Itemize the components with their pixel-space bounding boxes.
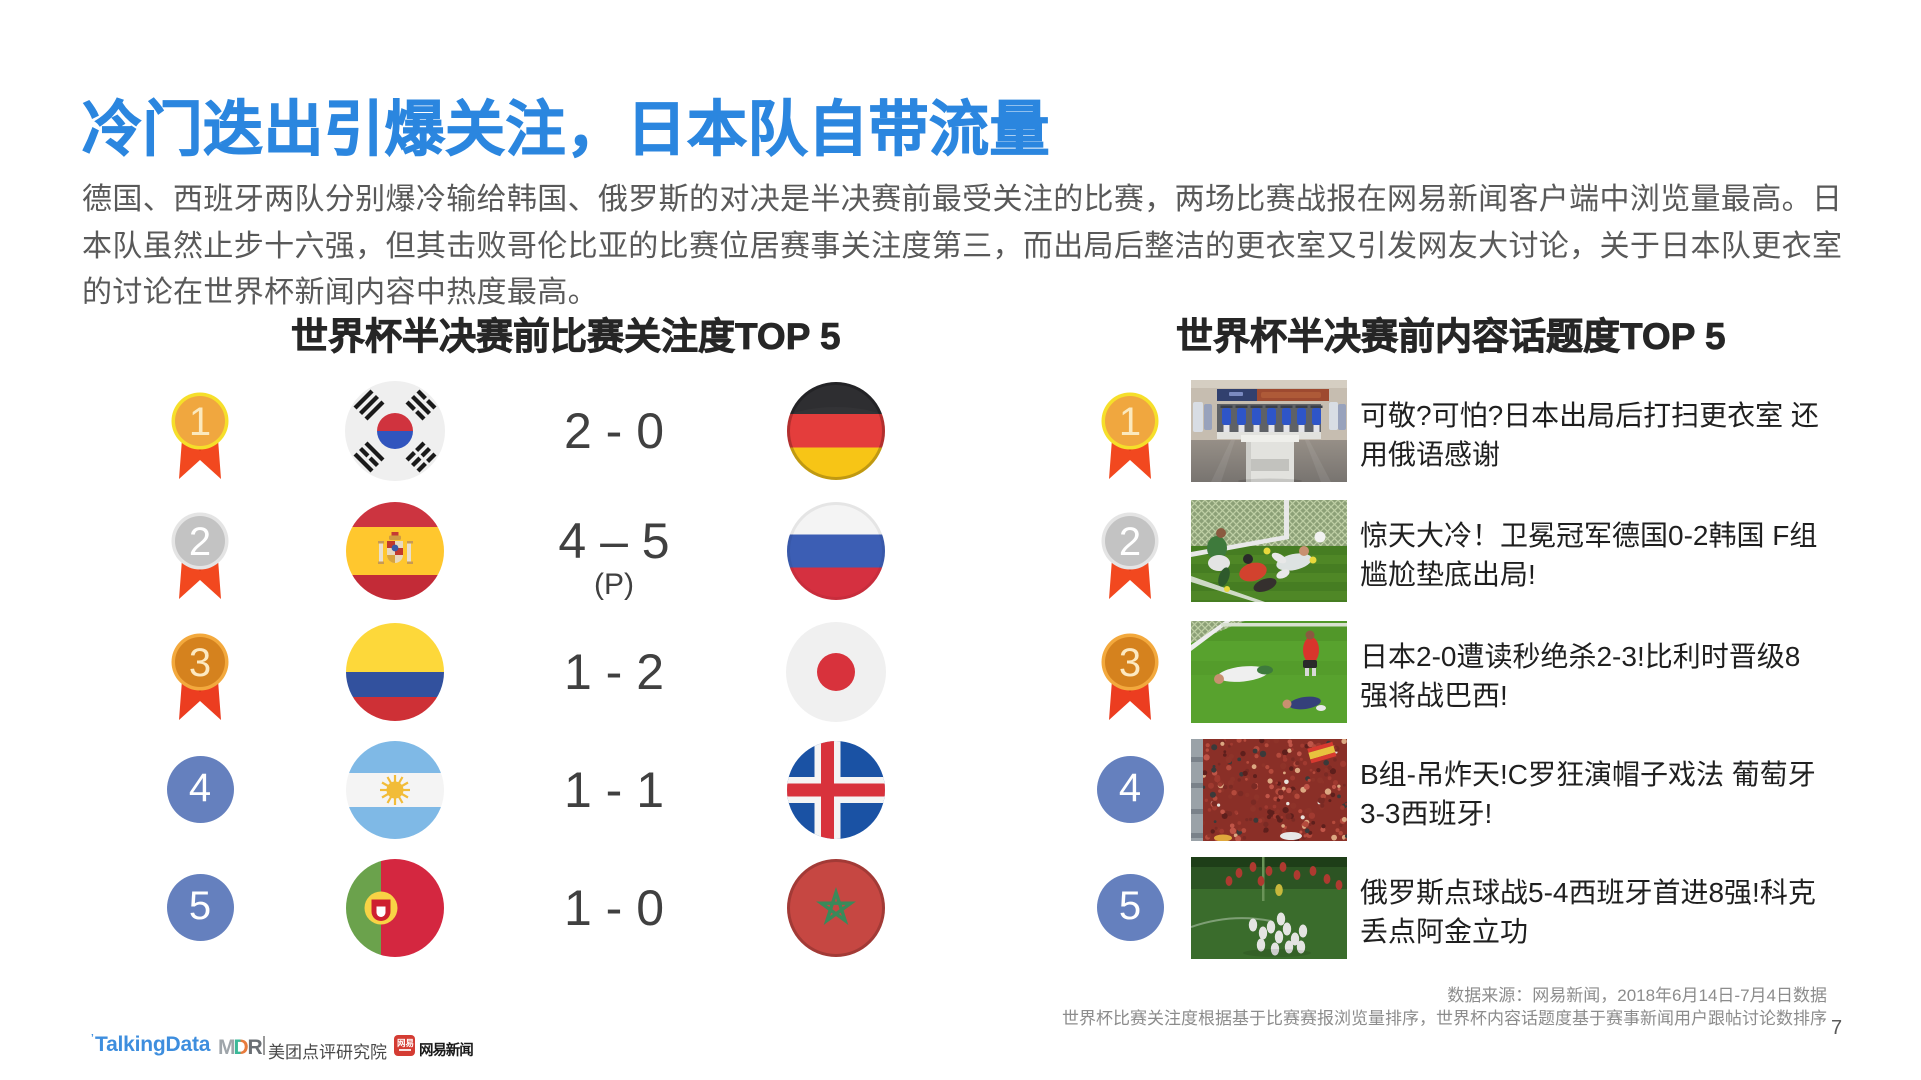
svg-text:D: D — [234, 1036, 249, 1059]
svg-text:R: R — [248, 1036, 263, 1059]
svg-text:M: M — [218, 1036, 235, 1059]
